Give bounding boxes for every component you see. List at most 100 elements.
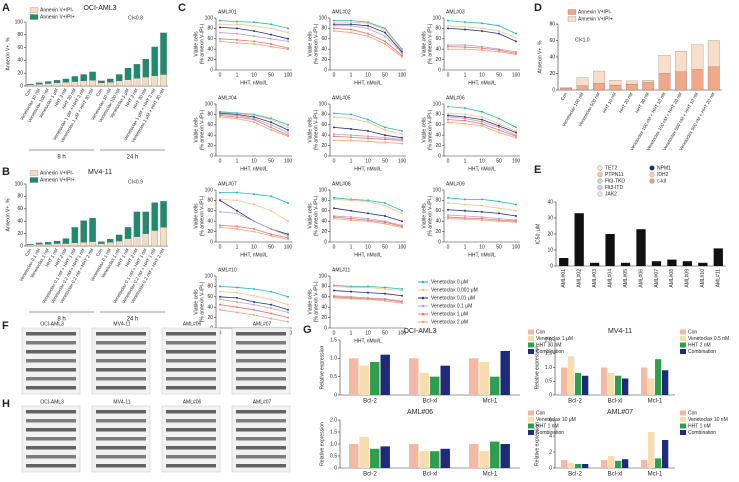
y-tick-label: 40	[207, 133, 213, 139]
point	[481, 217, 483, 220]
x-tick-label: 0	[219, 72, 222, 78]
point	[498, 117, 500, 120]
x-tick-label: HHT 20 nM	[618, 91, 634, 114]
x-tick-label: 0	[447, 72, 450, 78]
legend-swatch	[680, 349, 686, 354]
y-tick-label: 40	[17, 58, 23, 64]
point	[447, 27, 449, 30]
blot-band	[166, 368, 216, 372]
bar-segment	[27, 83, 34, 85]
bar-segment	[133, 64, 141, 79]
blot-band	[236, 410, 286, 414]
x-axis-label: HHT, nMol/L	[354, 338, 382, 344]
legend-label: Combination	[688, 430, 716, 436]
bar	[469, 444, 479, 468]
bar	[641, 460, 648, 468]
blot-band	[166, 446, 216, 450]
point	[270, 195, 272, 198]
bar-segment	[71, 81, 79, 87]
y-tick-label: 80	[207, 26, 213, 32]
blot-band	[166, 341, 216, 345]
y-tick-label: 60	[549, 38, 555, 44]
x-tick-label: 10	[365, 72, 371, 78]
point	[447, 216, 449, 219]
point	[219, 116, 221, 118]
point	[253, 121, 255, 124]
bar-segment	[151, 46, 158, 76]
point	[350, 290, 352, 293]
point	[498, 50, 500, 53]
bar-segment	[115, 74, 123, 81]
x-tick-label: 50	[382, 72, 388, 78]
x-tick-label: 50	[268, 158, 274, 164]
legend-label: Venetoclax 0 μM	[431, 279, 468, 285]
point	[515, 40, 517, 43]
bar	[479, 451, 489, 468]
legend-marker	[649, 171, 655, 178]
x-tick-label: 0	[447, 244, 450, 250]
bar-segment	[124, 238, 132, 247]
point	[219, 114, 221, 117]
blot-band	[236, 368, 286, 372]
bar-segment	[691, 69, 704, 91]
point	[219, 224, 221, 227]
point	[384, 222, 386, 225]
y-tick-label: 60	[435, 36, 441, 42]
legend-swatch	[29, 170, 39, 176]
y-tick-label: 0	[438, 153, 441, 159]
x-tick-label: 1	[350, 158, 353, 164]
bar	[662, 440, 669, 468]
point	[287, 303, 289, 306]
point	[384, 129, 386, 131]
bar	[622, 378, 629, 395]
legend-label: Venetoclax 0.5 nM	[688, 336, 729, 342]
y-tick-label: 40	[547, 199, 553, 205]
bar	[575, 464, 582, 468]
x-tick-label: Venetoclax 500 nM + HHT 20 nM	[678, 91, 716, 151]
x-tick-label: 1	[350, 72, 353, 78]
point	[270, 317, 272, 320]
legend-label: Venetoclax 1 μM	[431, 311, 468, 317]
y-axis-label: Relative expression	[319, 422, 325, 466]
bar-segment	[658, 73, 671, 91]
y-axis-label: Viable cells	[193, 117, 199, 143]
y-tick-label: 100	[433, 101, 442, 107]
y-tick-label: 60	[435, 122, 441, 128]
bar-segment	[642, 79, 655, 83]
bar-segment	[707, 40, 720, 67]
y-tick-label: 20	[207, 143, 213, 149]
point	[498, 49, 500, 52]
point	[287, 48, 289, 51]
y-tick-label: 1.0	[330, 356, 337, 362]
x-tick-label: AML#06	[638, 269, 644, 288]
y-axis-label: (% annexin V-/PI-)	[313, 23, 319, 64]
point	[333, 216, 335, 219]
point	[253, 220, 255, 223]
point	[333, 285, 335, 288]
bar	[409, 358, 419, 395]
y-tick-label: 60	[207, 208, 213, 214]
blot-band	[96, 455, 146, 459]
y-tick-label: 10	[547, 247, 553, 253]
point	[287, 40, 289, 43]
bar	[575, 373, 582, 395]
point	[270, 307, 272, 310]
bar	[430, 376, 440, 395]
y-tick-label: 0	[334, 465, 337, 471]
legend-swatch	[680, 430, 686, 435]
x-tick-label: 0	[333, 244, 336, 250]
blot-band	[96, 368, 146, 372]
point	[219, 226, 221, 229]
chart-title: MV4-11	[608, 328, 632, 335]
bar-segment	[44, 242, 52, 245]
y-axis-label: IC50, μM	[535, 224, 541, 244]
y-tick-label: 100	[433, 187, 442, 193]
x-tick-label: 1	[236, 72, 239, 78]
legend-label: Annexin V+/PI-	[578, 9, 612, 15]
legend-label: Con	[688, 410, 697, 416]
point	[287, 308, 289, 311]
y-tick-label: 100	[433, 15, 442, 21]
point	[219, 285, 221, 288]
line	[447, 209, 517, 217]
y-tick-label: 20	[207, 229, 213, 235]
